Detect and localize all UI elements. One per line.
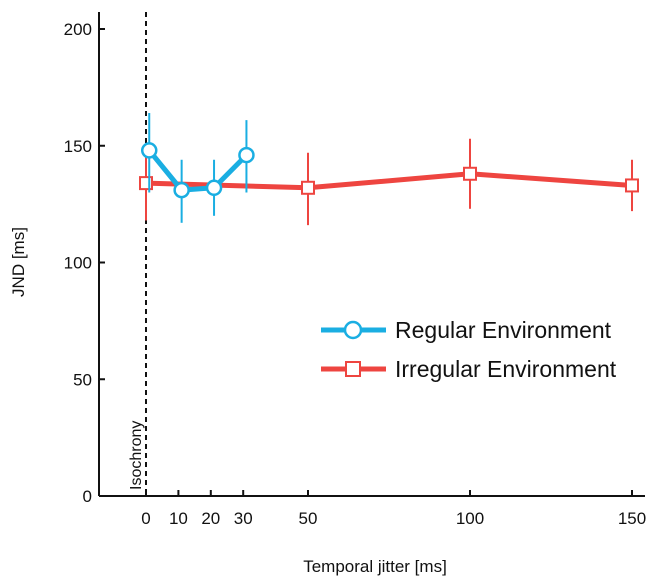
data-point [140,142,158,159]
legend-item: Regular Environment [321,317,612,343]
legend: Regular Environment Irregular Environment [321,317,617,382]
legend-label: Irregular Environment [395,356,617,382]
x-axis-label: Temporal jitter [ms] [303,557,447,576]
legend-item: Irregular Environment [321,356,617,382]
x-tick-label: 30 [234,509,253,528]
series-layer [139,113,639,226]
series-regular [140,113,255,223]
data-point [301,180,315,195]
y-tick-label: 200 [64,20,92,39]
x-tick-label: 20 [201,509,220,528]
y-tick-label: 150 [64,137,92,156]
x-tick-label: 10 [169,509,188,528]
data-point [238,146,255,164]
legend-marker [343,320,363,340]
isochrony-label: Isochrony [128,421,145,490]
x-tick-label: 50 [299,509,318,528]
data-point [205,179,223,197]
isochrony-annotation: Isochrony [128,12,147,496]
data-point [463,166,477,181]
series-line [147,148,249,193]
series-line [145,171,633,191]
y-axis-label: JND [ms] [9,227,28,297]
data-point [625,178,639,193]
x-tick-label: 100 [456,509,484,528]
data-point [173,181,190,199]
axes: 0 50 100 150 200 0 10 20 30 50 100 150 [64,12,646,528]
x-tick-label: 150 [618,509,646,528]
series-irregular [139,138,639,226]
legend-label: Regular Environment [395,317,612,343]
legend-marker [345,361,361,377]
y-tick-label: 0 [83,487,92,506]
y-tick-label: 100 [64,254,92,273]
x-tick-label: 0 [141,509,150,528]
y-tick-label: 50 [73,370,92,389]
